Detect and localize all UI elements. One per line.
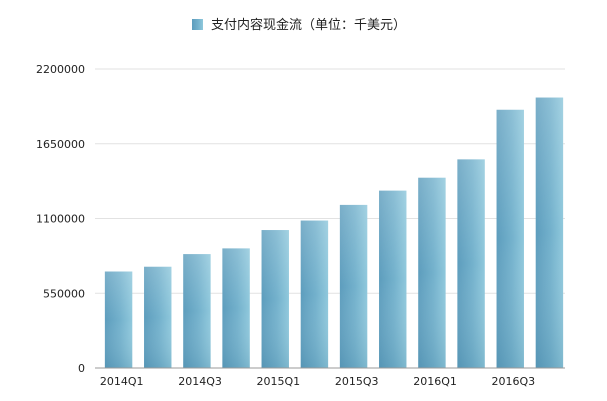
- bar-sheen: [339, 204, 368, 368]
- legend-swatch: [192, 19, 203, 30]
- bar-sheen: [457, 159, 485, 368]
- x-tick-label: 2016Q1: [413, 375, 457, 388]
- gridlines: [95, 68, 565, 294]
- y-tick-label: 1100000: [36, 213, 85, 226]
- bar-sheen: [222, 248, 250, 368]
- bar-sheen: [379, 190, 407, 368]
- y-tick-label: 2200000: [36, 63, 85, 76]
- y-tick-label: 1650000: [36, 138, 85, 151]
- x-tick-label: 2015Q3: [335, 375, 379, 388]
- bar-sheen: [496, 109, 524, 368]
- bar-sheen: [535, 97, 564, 369]
- x-axis-labels: 2014Q1 2014Q3 2015Q1 2015Q3 2016Q1 2016Q3: [100, 375, 535, 388]
- y-tick-label: 550000: [43, 287, 85, 300]
- bars: [104, 97, 564, 369]
- bar-sheen: [183, 254, 211, 368]
- y-tick-label: 0: [78, 362, 85, 375]
- bar-sheen: [144, 266, 172, 368]
- bar-sheen: [104, 271, 133, 368]
- x-tick-label: 2014Q1: [100, 375, 144, 388]
- bar-sheen: [300, 220, 329, 368]
- x-tick-label: 2014Q3: [178, 375, 222, 388]
- x-tick-label: 2015Q1: [257, 375, 301, 388]
- y-axis-labels: 0 550000 1100000 1650000 2200000: [36, 63, 85, 375]
- legend-label: 支付内容现金流（单位：千美元）: [211, 17, 406, 33]
- x-tick-label: 2016Q3: [492, 375, 536, 388]
- bar-sheen: [418, 177, 446, 368]
- legend: 支付内容现金流（单位：千美元）: [192, 17, 406, 33]
- bar-sheen: [261, 230, 289, 368]
